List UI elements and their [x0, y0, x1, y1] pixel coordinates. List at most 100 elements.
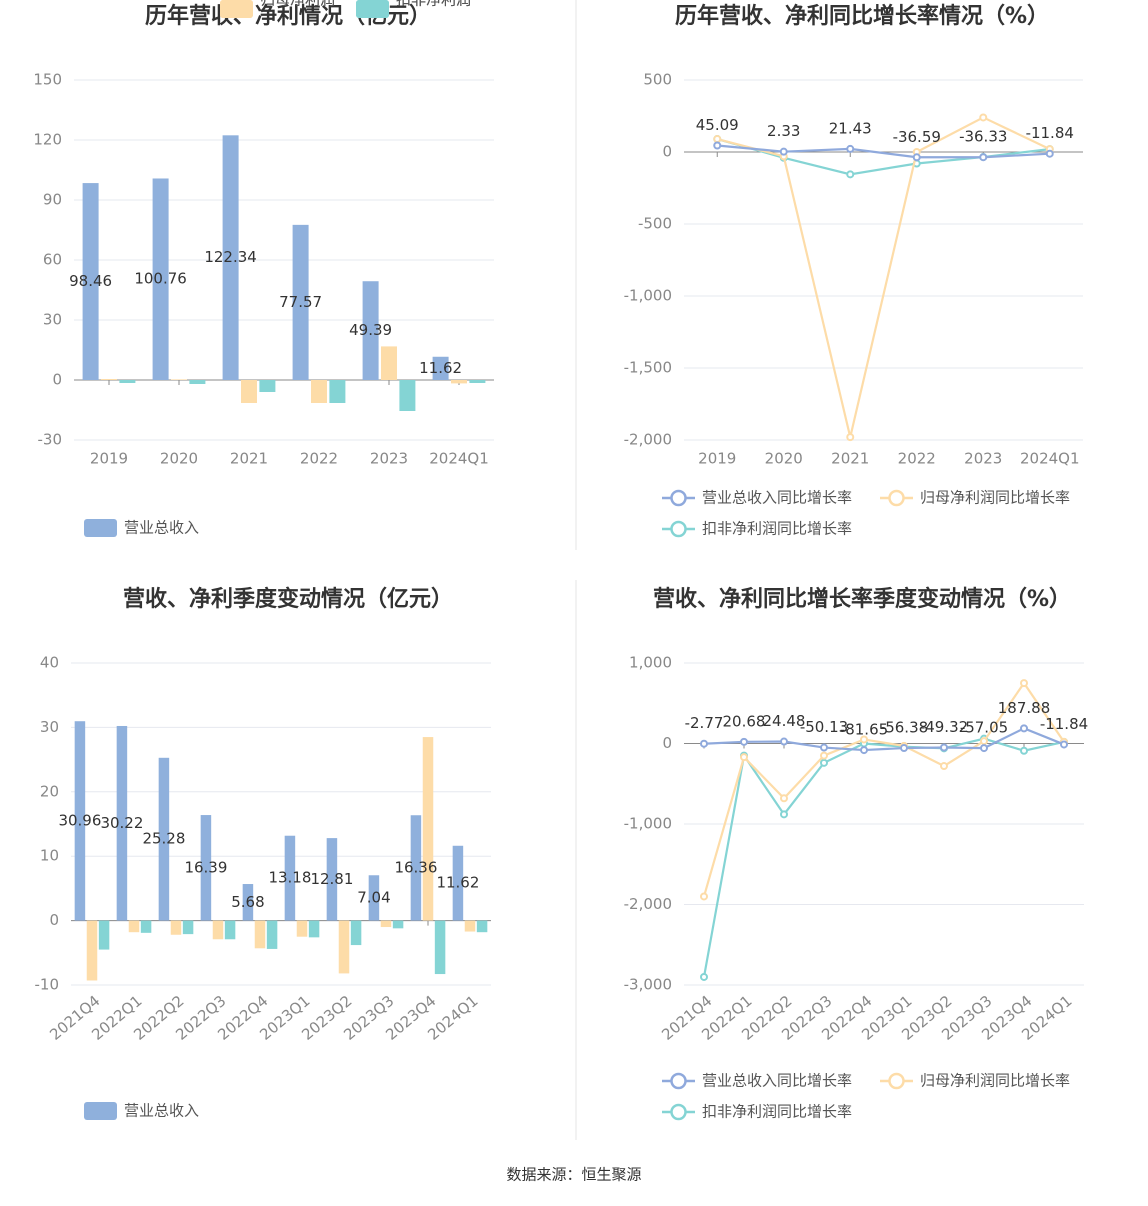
data-label: 7.04 — [357, 888, 390, 906]
bar — [101, 379, 117, 380]
x-tick-label: 2022 — [300, 450, 338, 468]
line — [716, 116, 1051, 438]
legend-swatch — [84, 519, 117, 537]
x-tick-label: 2021 — [831, 450, 869, 468]
bar — [434, 920, 446, 975]
bar — [338, 920, 350, 974]
data-label: 21.43 — [829, 119, 872, 137]
bar — [464, 920, 476, 932]
bar — [152, 178, 169, 380]
data-label: 5.68 — [231, 893, 264, 911]
y-tick-label: -2,000 — [624, 895, 672, 913]
y-tick-label: 20 — [40, 782, 59, 800]
bar — [171, 379, 187, 380]
bar — [476, 920, 488, 933]
bar — [311, 380, 327, 403]
y-tick-label: 0 — [49, 911, 59, 929]
y-tick-label: 500 — [643, 71, 672, 89]
legend-swatch — [888, 489, 905, 507]
source: 数据来源：恒生聚源 — [506, 1166, 641, 1184]
bar — [451, 380, 467, 384]
bar — [362, 281, 379, 380]
bar — [212, 920, 224, 940]
bar — [284, 835, 296, 921]
y-tick-label: -500 — [638, 215, 672, 233]
data-label: 77.57 — [279, 293, 322, 311]
x-tick-label: 2022 — [898, 450, 936, 468]
data-label: -11.84 — [1026, 124, 1074, 142]
line — [703, 727, 1065, 752]
point — [846, 144, 855, 153]
bar — [224, 920, 236, 940]
bar — [469, 380, 486, 383]
data-label: 30.96 — [58, 811, 101, 829]
x-tick-label: 2024Q1 — [429, 450, 489, 468]
legend-swatch — [84, 1102, 117, 1120]
bar — [116, 725, 128, 921]
bar — [259, 380, 276, 392]
chart-title: 历年营收、净利同比增长率情况（%） — [675, 3, 1049, 29]
bar — [128, 920, 140, 933]
bar — [119, 380, 136, 383]
bar — [200, 815, 212, 921]
bar — [98, 920, 110, 950]
bar — [254, 920, 266, 949]
data-label: 20.68 — [723, 712, 766, 730]
bar — [308, 920, 320, 938]
y-tick-label: 90 — [43, 191, 62, 209]
point — [860, 746, 868, 755]
x-tick-label: 2019 — [698, 450, 736, 468]
y-tick-label: 1,000 — [629, 654, 672, 672]
chart-title: 营收、净利同比增长率季度变动情况（%） — [653, 586, 1071, 612]
data-label: 11.62 — [419, 359, 462, 377]
point — [940, 762, 948, 771]
bar — [410, 815, 422, 921]
data-label: -11.84 — [1040, 715, 1088, 733]
bar — [158, 757, 170, 921]
data-label: -2.77 — [685, 714, 724, 732]
point — [780, 810, 788, 819]
point — [846, 170, 855, 179]
legend-label: 扣非净利润 — [396, 0, 471, 9]
line — [702, 737, 1065, 978]
point — [740, 737, 748, 746]
data-label: -56.38 — [880, 719, 928, 737]
data-label: 12.81 — [310, 870, 353, 888]
legend-label: 归母净利润 — [260, 0, 335, 9]
legend-swatch — [670, 1103, 687, 1121]
y-tick-label: -1,000 — [624, 815, 672, 833]
legend-swatch — [220, 0, 253, 18]
point — [700, 892, 708, 901]
data-label: 11.62 — [436, 874, 479, 892]
legend-label: 归母净利润 — [260, 0, 335, 9]
bar — [170, 920, 182, 935]
point — [820, 743, 828, 752]
data-label: 16.36 — [394, 858, 437, 876]
legend-swatch — [670, 1072, 687, 1090]
legend-label: 营业总收入 — [124, 519, 199, 537]
bar — [74, 721, 86, 921]
point — [900, 744, 908, 753]
data-label: 24.48 — [763, 712, 806, 730]
legend-label: 营业总收入同比增长率 — [702, 1072, 852, 1090]
bar — [82, 183, 99, 380]
bar — [432, 356, 449, 380]
point — [1020, 724, 1028, 733]
point — [780, 794, 788, 803]
point — [700, 972, 708, 981]
bar — [292, 224, 309, 380]
data-label: 16.39 — [184, 858, 227, 876]
y-tick-label: -10 — [35, 976, 60, 994]
point — [940, 743, 948, 752]
bar — [222, 135, 239, 380]
bar — [241, 380, 257, 403]
y-tick-label: -1,000 — [624, 287, 672, 305]
data-label: -36.33 — [959, 128, 1007, 146]
legend-swatch — [670, 520, 687, 538]
bar — [242, 884, 254, 921]
point — [912, 153, 921, 162]
legend-swatch — [356, 0, 389, 18]
data-label: -57.05 — [960, 719, 1008, 737]
y-tick-label: 120 — [33, 131, 62, 149]
